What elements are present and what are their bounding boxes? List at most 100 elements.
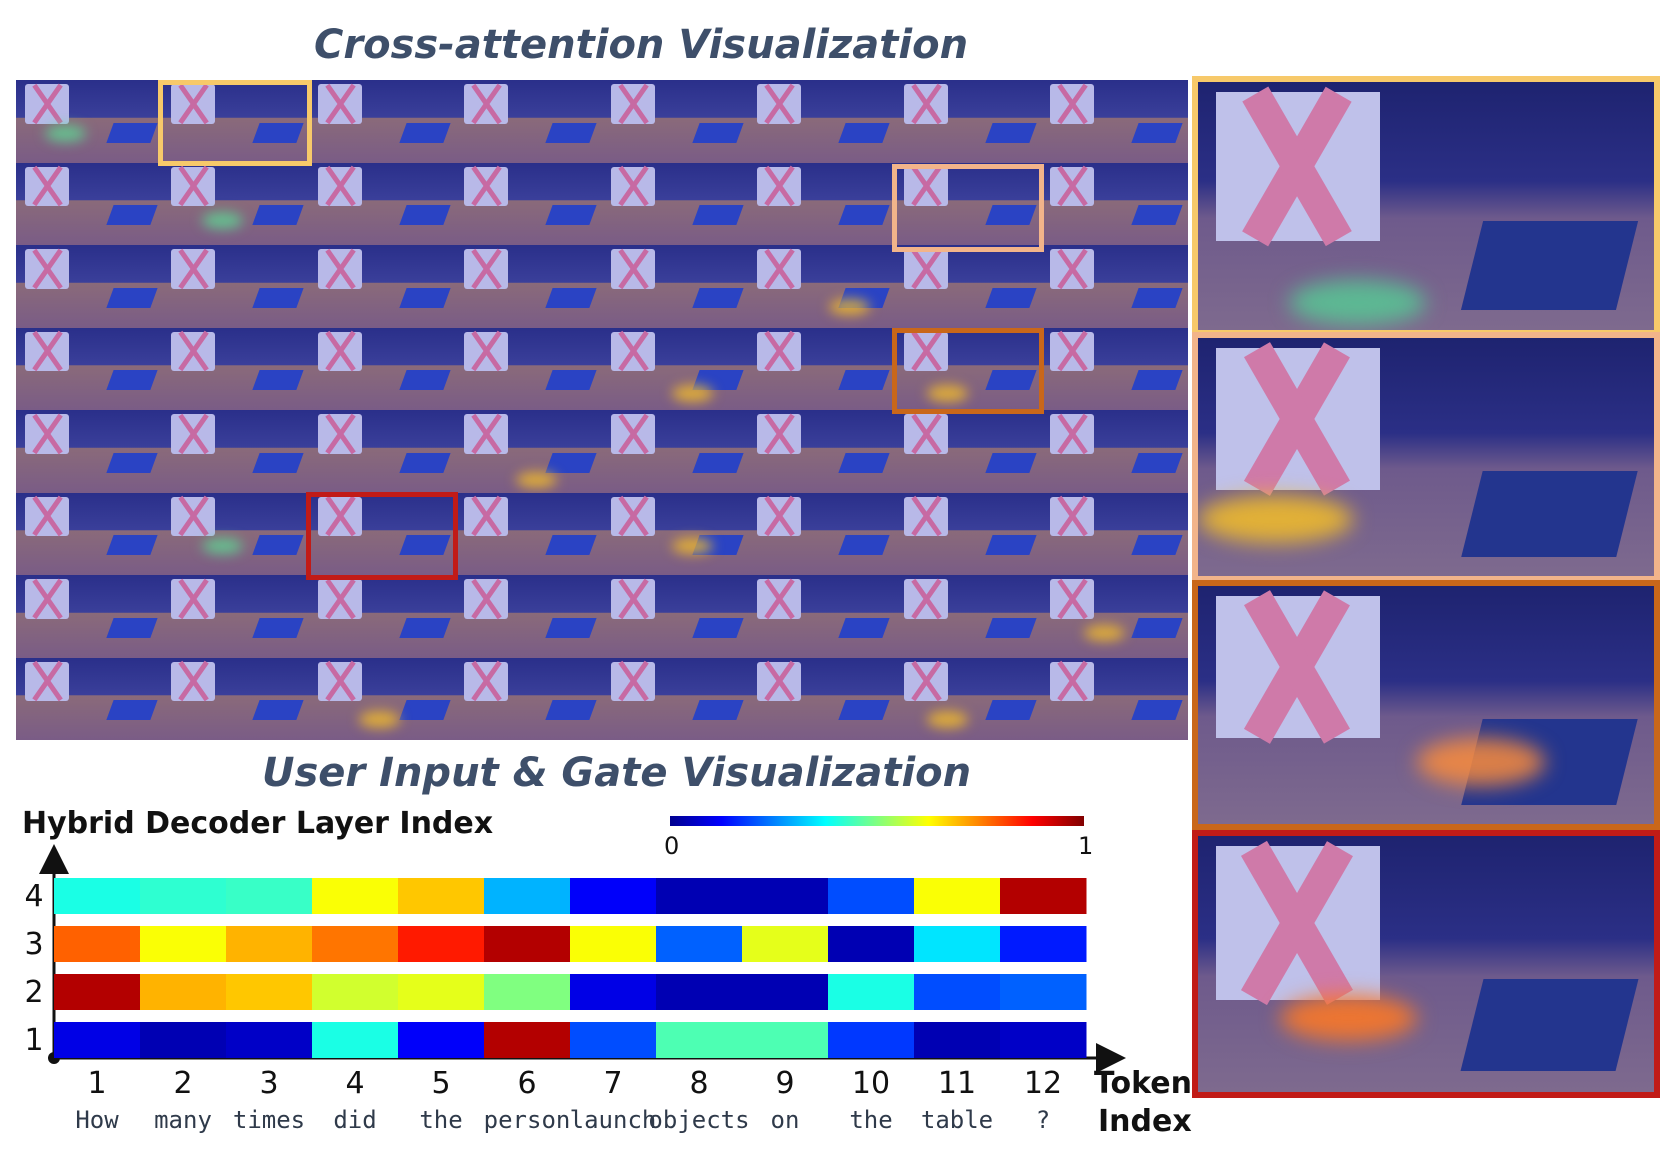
frame-tile (16, 80, 163, 163)
x-tick-label: 6 (517, 1066, 537, 1101)
heatmap-cell (914, 926, 1001, 962)
token-label: launch (569, 1106, 657, 1134)
frame-tile (602, 162, 749, 245)
heatmap-cell (226, 974, 313, 1010)
frame-tile (162, 245, 309, 328)
bag-image (1216, 846, 1381, 1000)
heatmap-cell (742, 878, 829, 914)
frame-tile (748, 80, 895, 163)
frame-tile (309, 327, 456, 410)
heatmap-cell (312, 1022, 399, 1058)
frame-tile (895, 657, 1042, 740)
token-label: table (920, 1106, 994, 1134)
bag-image (171, 166, 216, 207)
bag-image (757, 661, 802, 702)
bag-image (24, 331, 69, 372)
bag-image (317, 166, 362, 207)
frame-tile (162, 162, 309, 245)
frame-tile (16, 492, 163, 575)
frame-tile (162, 575, 309, 658)
bag-image (1216, 595, 1381, 739)
frame-tile (162, 492, 309, 575)
heatmap-cell (54, 926, 141, 962)
heatmap-cell (226, 926, 313, 962)
bag-image (317, 249, 362, 289)
frame-tile (895, 575, 1042, 658)
heatmap-cell (742, 926, 829, 962)
bag-image (610, 496, 655, 537)
frame-tile (455, 245, 602, 328)
attention-glow (672, 385, 714, 402)
frame-tile (455, 162, 602, 245)
heatmap-cell (54, 974, 141, 1010)
heatmap-cell (570, 926, 657, 962)
bag-image (317, 84, 362, 124)
frame-tile (1041, 245, 1188, 328)
frame-tile (16, 162, 163, 245)
bag-image (610, 414, 655, 454)
heatmap-cell (914, 878, 1001, 914)
highlight-box-red (306, 492, 458, 580)
gate-title: User Input & Gate Visualization (262, 750, 972, 796)
x-tick-label: 11 (937, 1066, 977, 1101)
frame-tile (748, 575, 895, 658)
frame-tile (1041, 327, 1188, 410)
frame-tile (455, 327, 602, 410)
bag-image (610, 331, 655, 372)
heatmap-cell (742, 974, 829, 1010)
frame-tile (16, 657, 163, 740)
attention-glow (927, 385, 969, 402)
bag-image (171, 84, 216, 124)
bag-image (757, 331, 802, 372)
x-tick-label: 8 (689, 1066, 709, 1101)
heatmap-cell (484, 878, 571, 914)
cross-attention-title: Cross-attention Visualization (314, 22, 969, 68)
attention-glow (45, 125, 87, 142)
bag-image (464, 579, 509, 619)
heatmap-cell (742, 1022, 829, 1058)
heatmap-cell (1000, 1022, 1087, 1058)
bag-image (464, 331, 509, 372)
bag-image (24, 496, 69, 537)
bag-image (1050, 249, 1095, 289)
token-label: the (849, 1106, 893, 1134)
bag-image (24, 84, 69, 124)
frame-tile (455, 492, 602, 575)
frame-tile (1041, 657, 1188, 740)
heatmap-cell (54, 878, 141, 914)
token-label: times (232, 1106, 306, 1134)
bag-image (1050, 84, 1095, 124)
frame-tile (602, 80, 749, 163)
heatmap-cell (312, 926, 399, 962)
frame-tile (309, 245, 456, 328)
frame-tile (748, 410, 895, 493)
heatmap-cell (398, 974, 485, 1010)
frame-tile (1041, 492, 1188, 575)
frame-tile (602, 327, 749, 410)
attention-glow (202, 212, 244, 229)
bag-image (1216, 91, 1381, 241)
heatmap-cell (226, 1022, 313, 1058)
heatmap-cell (570, 878, 657, 914)
heatmap-cell (398, 878, 485, 914)
frame-tile (16, 245, 163, 328)
x-tick-label: 12 (1023, 1066, 1063, 1101)
bag-image (903, 166, 948, 207)
attention-glow (1083, 624, 1125, 641)
heatmap-cell (1000, 926, 1087, 962)
y-tick-label: 1 (24, 1023, 43, 1058)
bag-image (903, 331, 948, 372)
bag-image (1050, 496, 1095, 537)
y-tick-label: 4 (24, 879, 43, 914)
bag-image (610, 84, 655, 124)
bag-image (171, 331, 216, 372)
frame-tile (1041, 162, 1188, 245)
token-label: on (770, 1106, 800, 1134)
frame-tile (162, 410, 309, 493)
colorbar-max-label: 1 (1078, 832, 1094, 860)
heatmap-cell (570, 974, 657, 1010)
bag-image (757, 166, 802, 207)
heatmap-cell (828, 974, 915, 1010)
frame-tile (748, 162, 895, 245)
bag-image (903, 249, 948, 289)
